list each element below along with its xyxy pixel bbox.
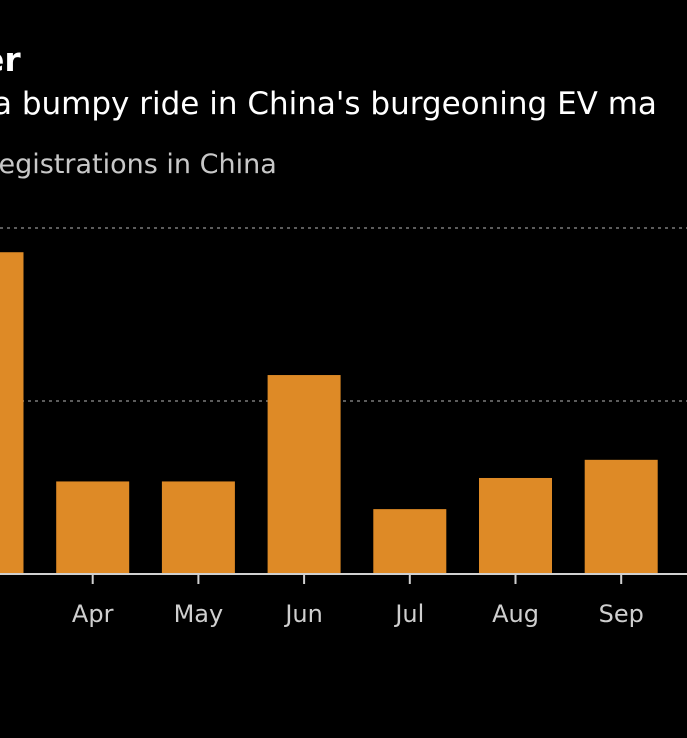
chart-subtitle: a bumpy ride in China's burgeoning EV ma (0, 86, 657, 122)
bar-jul (373, 509, 447, 574)
x-tick-label: Sep (599, 600, 644, 628)
bar-sep (584, 459, 658, 574)
chart-title: er (0, 40, 21, 79)
bar-r (0, 252, 24, 574)
bar-aug (479, 477, 552, 574)
x-tick-label: May (174, 600, 224, 628)
x-tick-label: Aug (492, 600, 539, 628)
bar-jun (267, 375, 341, 574)
bar-apr (56, 481, 130, 574)
chart-caption: registrations in China (0, 149, 277, 180)
bar-may (161, 481, 235, 574)
x-tick-label: Jul (393, 600, 424, 628)
x-tick-label: Jun (283, 600, 323, 628)
x-tick-label: Apr (72, 600, 114, 628)
